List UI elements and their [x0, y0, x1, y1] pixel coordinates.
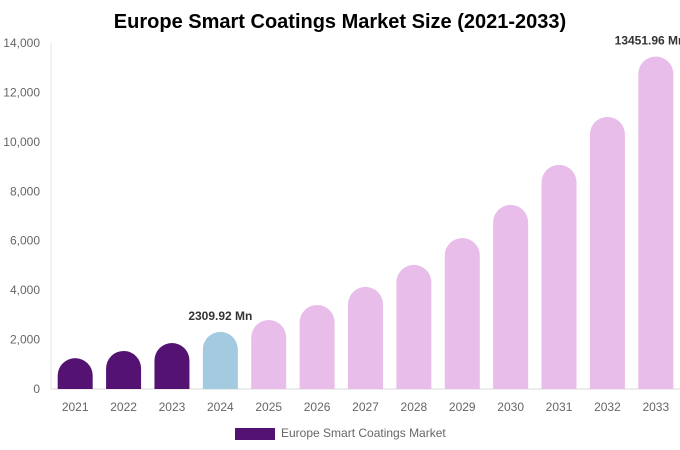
- data-label: 13451.96 Mn: [615, 34, 680, 48]
- bar-2024: [202, 331, 238, 389]
- x-tick-label: 2025: [255, 400, 282, 414]
- bar-2021: [57, 358, 93, 389]
- x-tick-label: 2022: [110, 400, 137, 414]
- x-tick-label: 2021: [62, 400, 89, 414]
- x-tick-label: 2030: [497, 400, 524, 414]
- bar-2032: [589, 116, 625, 389]
- bar-2030: [493, 204, 529, 389]
- bar-2025: [251, 320, 287, 389]
- x-tick-label: 2027: [352, 400, 379, 414]
- y-tick-label: 12,000: [3, 85, 40, 99]
- y-tick-label: 14,000: [3, 36, 40, 50]
- y-tick-label: 8,000: [10, 184, 40, 198]
- y-tick-label: 2,000: [10, 333, 40, 347]
- x-tick-label: 2032: [594, 400, 621, 414]
- bar-2028: [396, 264, 432, 389]
- x-tick-label: 2028: [401, 400, 428, 414]
- bar-2022: [106, 350, 142, 389]
- x-tick-label: 2024: [207, 400, 234, 414]
- x-tick-label: 2029: [449, 400, 476, 414]
- y-tick-label: 10,000: [3, 135, 40, 149]
- y-tick-label: 0: [33, 382, 40, 396]
- bar-2023: [154, 343, 190, 389]
- legend-label: Europe Smart Coatings Market: [281, 426, 446, 440]
- bar-2031: [541, 164, 577, 389]
- x-tick-label: 2026: [304, 400, 331, 414]
- bar-2029: [444, 237, 480, 389]
- legend[interactable]: Europe Smart Coatings Market: [235, 426, 446, 440]
- y-tick-label: 4,000: [10, 283, 40, 297]
- bar-2027: [348, 286, 383, 389]
- bar-2033: [638, 56, 674, 389]
- chart-title: Europe Smart Coatings Market Size (2021-…: [114, 11, 566, 33]
- bar-2026: [299, 304, 335, 389]
- x-tick-label: 2033: [642, 400, 669, 414]
- data-label: 2309.92 Mn: [188, 309, 252, 323]
- x-tick-label: 2031: [546, 400, 573, 414]
- y-tick-label: 6,000: [10, 234, 40, 248]
- legend-swatch: [235, 428, 275, 440]
- x-tick-label: 2023: [159, 400, 186, 414]
